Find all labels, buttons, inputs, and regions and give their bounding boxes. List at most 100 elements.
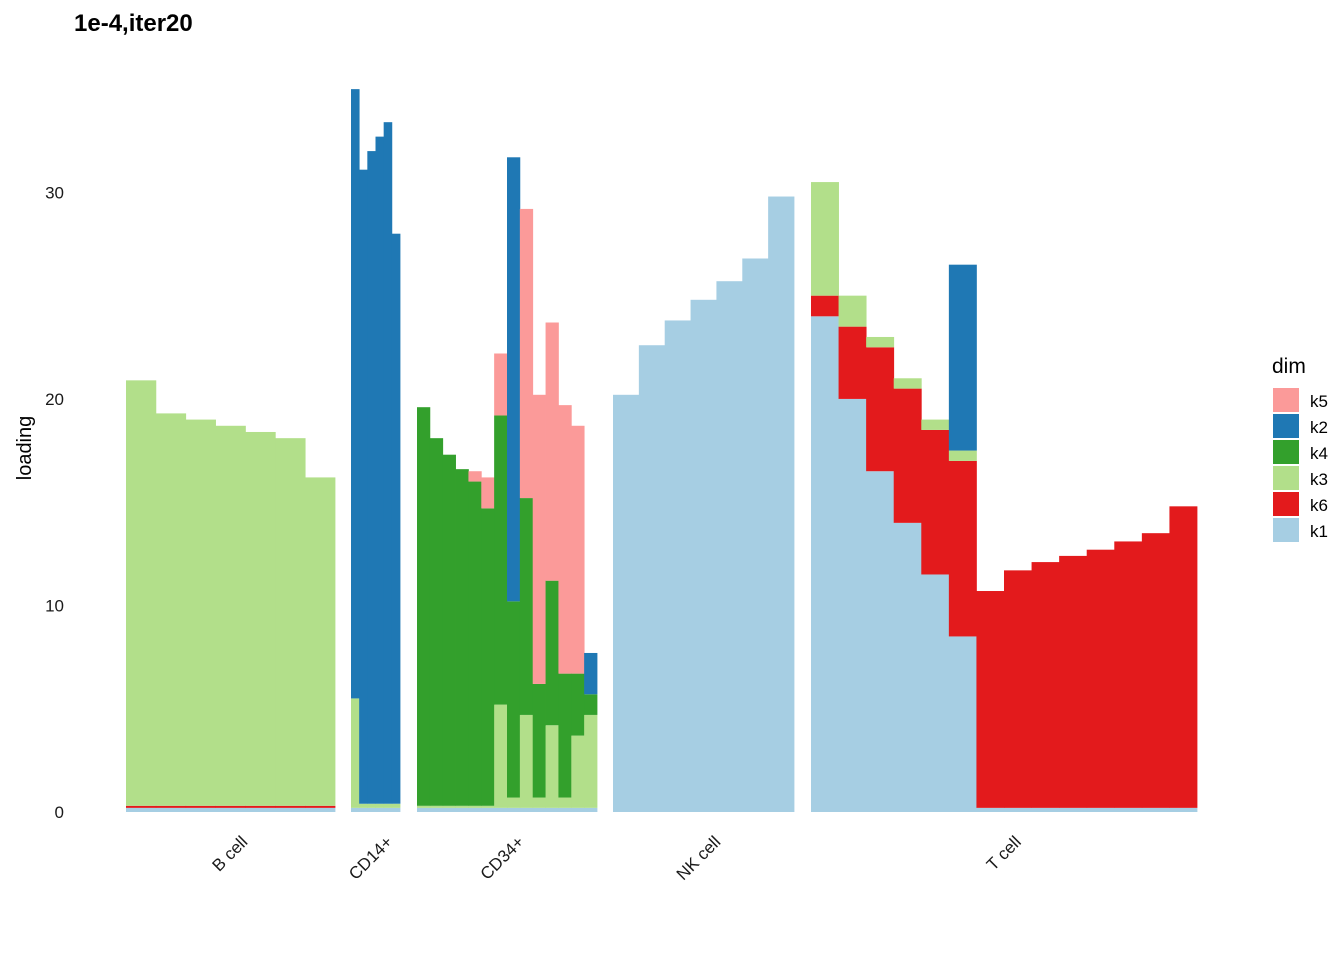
y-tick-label: 30 <box>45 183 64 202</box>
y-tick-label: 0 <box>55 803 64 822</box>
y-tick-label: 10 <box>45 596 64 615</box>
bar-segment <box>532 683 546 798</box>
bar-segment <box>921 419 950 430</box>
x-tick-label: CD14+ <box>345 832 396 883</box>
bar-segment <box>305 807 336 812</box>
bar-segment <box>359 803 368 808</box>
bar-segment <box>429 807 444 812</box>
bar-segment <box>664 320 691 812</box>
bar-segment <box>1114 541 1143 808</box>
legend: dim k5 k2 k4 k3 k6 k1 <box>1272 355 1328 542</box>
bar-segment <box>921 574 950 812</box>
bar-segment <box>768 196 795 812</box>
bar-segment <box>375 807 385 812</box>
y-axis: 0 10 20 30 <box>45 183 64 822</box>
bar-segment <box>494 704 508 808</box>
bar-segment <box>429 805 444 808</box>
bar-segment <box>948 636 977 812</box>
bar-segment <box>305 805 336 808</box>
bar-segment <box>584 652 598 695</box>
bar-segment <box>185 805 216 808</box>
bar-segment <box>351 698 360 808</box>
bar-segment <box>455 469 469 806</box>
bar-segment <box>838 326 867 399</box>
bar-segment <box>359 807 368 812</box>
bar-segment <box>532 797 546 808</box>
bar-segment <box>1086 549 1115 808</box>
bar-segment <box>442 454 456 806</box>
legend-swatch <box>1273 388 1299 412</box>
bar-segment <box>468 481 482 806</box>
y-axis-title: loading <box>14 416 36 481</box>
bar-segment <box>838 398 867 812</box>
bar-segment <box>481 508 495 806</box>
x-tick-label: CD34+ <box>477 832 528 883</box>
bar-segment <box>215 805 246 808</box>
bar-segment <box>442 805 456 808</box>
bar-segment <box>742 258 769 812</box>
bar-segment <box>1169 807 1198 812</box>
bar-segment <box>811 182 839 296</box>
y-tick-label: 20 <box>45 390 64 409</box>
bar-segment <box>1086 807 1115 812</box>
bar-segment <box>155 807 187 812</box>
bar-segment <box>126 380 157 806</box>
bar-segment <box>417 805 431 808</box>
bar-segment <box>1169 506 1198 808</box>
bar-segment <box>1004 807 1032 812</box>
bar-segment <box>1031 562 1060 808</box>
bar-segment <box>375 136 385 804</box>
bar-segment <box>519 807 534 812</box>
bar-segment <box>391 233 401 804</box>
bar-segment <box>481 477 495 509</box>
bar-segment <box>215 807 246 812</box>
bar-segment <box>893 378 922 389</box>
bar-segment <box>1004 570 1032 808</box>
bar-segment <box>558 673 572 798</box>
bar-segment <box>275 438 306 806</box>
bar-segment <box>545 807 559 812</box>
bar-segment <box>519 714 534 808</box>
bar-segment <box>638 345 666 812</box>
bar-segment <box>948 450 977 461</box>
bar-segment <box>245 807 276 812</box>
bar-segment <box>558 405 572 674</box>
bar-segment <box>481 807 495 812</box>
bar-segment <box>126 807 157 812</box>
bar-segment <box>245 805 276 808</box>
bar-segment <box>571 735 585 808</box>
bar-segment <box>429 438 444 806</box>
bar-segment <box>1059 807 1088 812</box>
bar-segment <box>690 299 717 812</box>
bar-segment <box>375 803 385 808</box>
bar-segment <box>215 425 246 806</box>
bar-segment <box>545 580 559 726</box>
bar-segment <box>584 694 598 715</box>
bar-segment <box>545 322 559 581</box>
bar-segment <box>584 714 598 808</box>
legend-label: k6 <box>1310 496 1328 515</box>
bar-segment <box>893 522 922 812</box>
bar-segment <box>155 805 187 808</box>
bar-segment <box>383 122 393 804</box>
bar-group <box>811 182 1198 812</box>
legend-swatch <box>1273 414 1299 438</box>
legend-swatch <box>1273 466 1299 490</box>
bar-segment <box>455 805 469 808</box>
bar-segment <box>275 805 306 808</box>
bar-segment <box>185 419 216 806</box>
bar-segment <box>838 295 867 327</box>
bar-segment <box>866 471 895 812</box>
bar-segment <box>976 591 1005 808</box>
x-tick-label: B cell <box>208 832 251 875</box>
legend-label: k3 <box>1310 470 1328 489</box>
bar-segment <box>866 347 895 472</box>
bar-segment <box>155 413 187 806</box>
legend-swatch <box>1273 518 1299 542</box>
legend-label: k2 <box>1310 418 1328 437</box>
bar-segment <box>921 429 950 575</box>
bar-segment <box>571 673 585 736</box>
bar-segment <box>866 336 895 348</box>
bar-segment <box>417 407 431 806</box>
